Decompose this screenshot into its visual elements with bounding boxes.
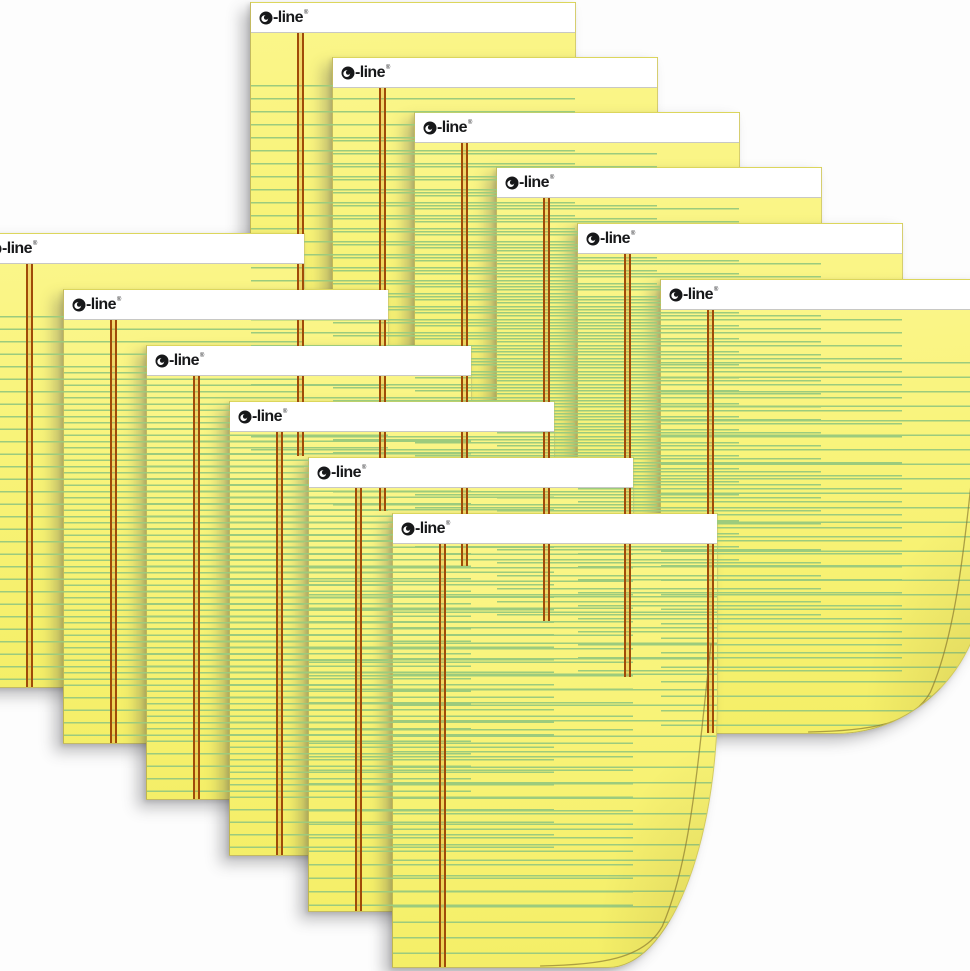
- registered-trademark-mark: ®: [303, 9, 309, 16]
- margin-line: [110, 320, 117, 743]
- brand-logo-hyphen: -: [355, 63, 360, 81]
- pad-header: - line ®: [333, 58, 657, 88]
- brand-logo-text: line: [687, 285, 714, 303]
- c-line-circle-icon: [72, 297, 86, 312]
- brand-logo-text: line: [6, 239, 33, 257]
- brand-logo-hyphen: -: [415, 519, 420, 537]
- brand-logo-text: line: [419, 519, 446, 537]
- pad-header: - line ®: [393, 514, 717, 544]
- registered-trademark-mark: ®: [361, 464, 367, 471]
- pad-12: - line ®: [392, 513, 718, 968]
- c-line-circle-icon: [669, 287, 683, 302]
- brand-logo-hyphen: -: [169, 351, 174, 369]
- registered-trademark-mark: ®: [467, 119, 473, 126]
- registered-trademark-mark: ®: [385, 64, 391, 71]
- brand-logo: - line ®: [238, 407, 288, 425]
- pad-header: - line ®: [230, 402, 554, 432]
- brand-logo: - line ®: [586, 229, 636, 247]
- brand-logo-hyphen: -: [437, 118, 442, 136]
- brand-logo-text: line: [277, 8, 304, 26]
- c-line-circle-icon: [423, 120, 437, 135]
- brand-logo-text: line: [359, 63, 386, 81]
- brand-logo: - line ®: [423, 118, 473, 136]
- registered-trademark-mark: ®: [713, 286, 719, 293]
- pad-header: - line ®: [497, 168, 821, 198]
- brand-logo: - line ®: [317, 463, 367, 481]
- registered-trademark-mark: ®: [630, 230, 636, 237]
- pad-header: - line ®: [661, 280, 970, 310]
- registered-trademark-mark: ®: [116, 296, 122, 303]
- brand-logo-text: line: [604, 229, 631, 247]
- registered-trademark-mark: ®: [549, 174, 555, 181]
- brand-logo: - line ®: [72, 295, 122, 313]
- brand-logo: - line ®: [259, 8, 309, 26]
- brand-logo: - line ®: [401, 519, 451, 537]
- brand-logo-hyphen: -: [273, 8, 278, 26]
- c-line-circle-icon: [238, 409, 252, 424]
- pad-header: - line ®: [309, 458, 633, 488]
- c-line-circle-icon: [401, 521, 415, 536]
- brand-logo-hyphen: -: [683, 285, 688, 303]
- pad-header: - line ®: [147, 346, 471, 376]
- c-line-circle-icon: [505, 175, 519, 190]
- c-line-circle-icon: [155, 353, 169, 368]
- registered-trademark-mark: ®: [445, 520, 451, 527]
- registered-trademark-mark: ®: [282, 408, 288, 415]
- margin-line: [193, 376, 200, 799]
- brand-logo-hyphen: -: [600, 229, 605, 247]
- c-line-circle-icon: [586, 231, 600, 246]
- brand-logo-hyphen: -: [86, 295, 91, 313]
- margin-line: [439, 544, 446, 967]
- brand-logo-hyphen: -: [252, 407, 257, 425]
- brand-logo: - line ®: [0, 239, 38, 257]
- registered-trademark-mark: ®: [199, 352, 205, 359]
- brand-logo: - line ®: [341, 63, 391, 81]
- c-line-circle-icon: [259, 10, 273, 25]
- brand-logo-hyphen: -: [331, 463, 336, 481]
- margin-line: [26, 264, 33, 687]
- brand-logo-text: line: [441, 118, 468, 136]
- pad-header: - line ®: [251, 3, 575, 33]
- pad-header: - line ®: [578, 224, 902, 254]
- brand-logo: - line ®: [505, 173, 555, 191]
- brand-logo-text: line: [173, 351, 200, 369]
- pad-header: - line ®: [64, 290, 388, 320]
- brand-logo-hyphen: -: [519, 173, 524, 191]
- brand-logo: - line ®: [155, 351, 205, 369]
- pad-header: - line ®: [0, 234, 304, 264]
- brand-logo: - line ®: [669, 285, 719, 303]
- c-line-circle-icon: [341, 65, 355, 80]
- brand-logo-text: line: [256, 407, 283, 425]
- c-line-circle-icon: [0, 244, 2, 253]
- brand-logo-hyphen: -: [2, 239, 7, 257]
- margin-line: [276, 432, 283, 855]
- registered-trademark-mark: ®: [32, 240, 38, 247]
- c-line-circle-icon: [317, 465, 331, 480]
- brand-logo-text: line: [523, 173, 550, 191]
- brand-logo-text: line: [90, 295, 117, 313]
- margin-line: [355, 488, 362, 911]
- brand-logo-text: line: [335, 463, 362, 481]
- pad-header: - line ®: [415, 113, 739, 143]
